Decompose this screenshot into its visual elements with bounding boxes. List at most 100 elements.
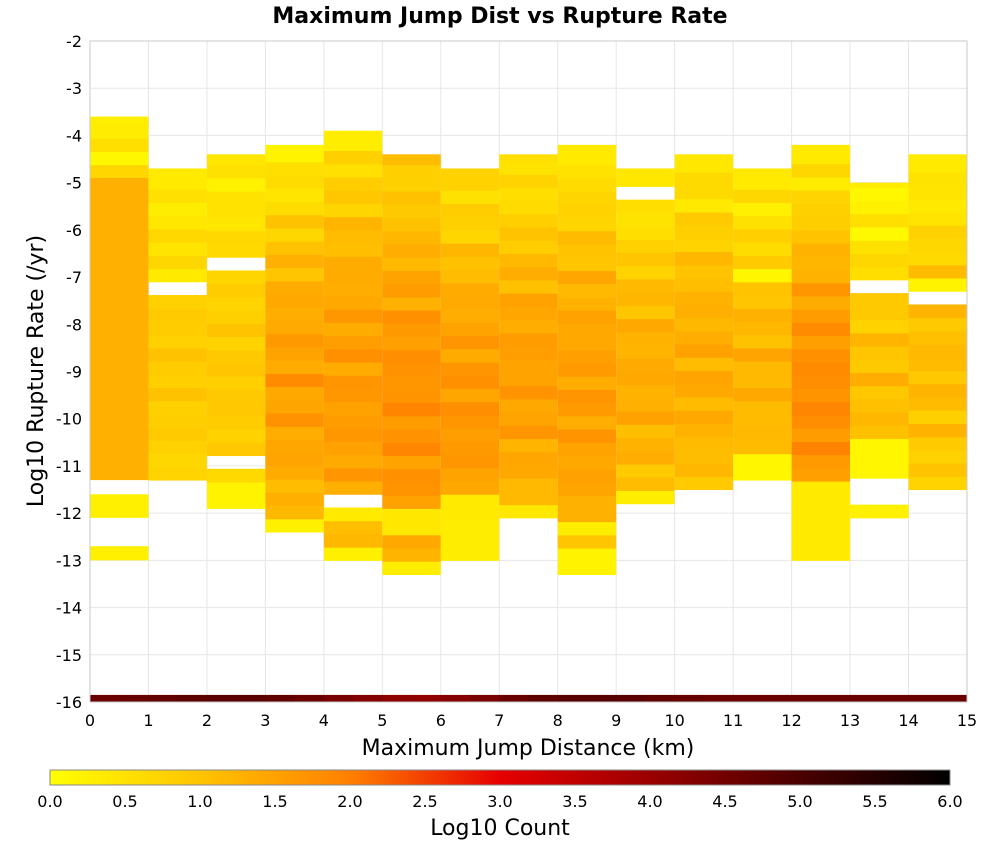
heatmap-cell	[733, 168, 792, 177]
heatmap-cell	[908, 278, 967, 292]
heatmap-cell	[791, 295, 851, 310]
x-tick-label: 3	[260, 711, 270, 730]
heatmap-cell	[908, 264, 967, 279]
heatmap-cell	[791, 428, 851, 442]
heatmap-cell	[850, 398, 909, 413]
heatmap-cell	[733, 308, 792, 322]
heatmap-cell-band	[382, 694, 413, 702]
heatmap-cell	[265, 175, 324, 189]
heatmap-cell	[440, 414, 500, 429]
heatmap-cell	[382, 455, 441, 470]
heatmap-cell	[908, 172, 967, 186]
heatmap-cell	[440, 229, 500, 244]
heatmap-cell	[850, 227, 909, 241]
heatmap-cell	[791, 150, 851, 165]
heatmap-cell	[148, 255, 207, 270]
heatmap-cell	[265, 320, 324, 335]
heatmap-cell	[382, 296, 441, 311]
heatmap-cell	[440, 190, 500, 204]
heatmap-cell	[265, 254, 324, 269]
heatmap-cell	[382, 244, 441, 258]
heatmap-cell	[499, 346, 558, 360]
heatmap-cell	[499, 266, 558, 281]
heatmap-cell	[206, 296, 266, 311]
heatmap-cell	[440, 375, 500, 389]
heatmap-cell	[616, 168, 675, 174]
heatmap-cell	[265, 280, 324, 295]
heatmap-cell	[499, 332, 558, 347]
heatmap-cell	[674, 436, 734, 451]
heatmap-cell	[382, 442, 441, 457]
y-tick-label: -7	[66, 268, 82, 287]
heatmap-cell	[440, 362, 500, 376]
heatmap-cell	[323, 348, 383, 363]
heatmap-cell	[382, 402, 441, 417]
heatmap-cell	[499, 279, 558, 294]
heatmap-cell	[850, 372, 909, 387]
heatmap-cell	[206, 389, 266, 404]
heatmap-cell	[382, 376, 441, 390]
heatmap-cell	[382, 468, 441, 483]
heatmap-cell	[557, 376, 617, 390]
heatmap-cell	[323, 137, 383, 152]
y-tick-label: -15	[56, 646, 82, 665]
heatmap-cell	[265, 426, 324, 440]
heatmap-cell	[499, 451, 558, 466]
heatmap-cell	[674, 225, 734, 239]
heatmap-cell	[440, 481, 500, 495]
heatmap-cell	[674, 357, 734, 372]
heatmap-cell	[323, 428, 383, 442]
heatmap-cell	[499, 227, 558, 241]
heatmap-cell	[499, 372, 558, 387]
heatmap-cell	[733, 228, 792, 243]
heatmap-cell	[440, 547, 500, 561]
heatmap-cell	[499, 425, 558, 440]
heatmap-cell	[499, 154, 558, 162]
heatmap-cell	[557, 191, 617, 205]
heatmap-cell	[850, 213, 909, 228]
heatmap-cell-band	[353, 694, 383, 702]
heatmap-cell	[323, 520, 383, 535]
heatmap-cell	[674, 304, 734, 319]
heatmap-cell	[908, 436, 967, 451]
x-tick-label: 15	[957, 711, 977, 730]
heatmap-cell	[499, 187, 558, 202]
heatmap-cell	[148, 413, 207, 428]
heatmap-cell	[733, 321, 792, 336]
heatmap-cell	[791, 547, 851, 561]
heatmap-cell	[323, 176, 383, 191]
heatmap-cell	[323, 481, 383, 495]
colorbar-tick-label: 5.0	[787, 792, 812, 811]
heatmap-cell	[323, 454, 383, 469]
x-tick-label: 12	[781, 711, 801, 730]
heatmap-cell	[440, 176, 500, 191]
heatmap-cell	[557, 402, 617, 417]
heatmap-cell	[616, 265, 675, 280]
heatmap-cell	[850, 187, 909, 202]
heatmap-cell	[382, 164, 441, 179]
heatmap-cell	[382, 257, 441, 271]
heatmap-cell	[148, 321, 207, 336]
heatmap-cell	[499, 385, 558, 400]
heatmap-cell	[323, 309, 383, 323]
heatmap-cell	[908, 423, 967, 438]
heatmap-cell	[557, 296, 617, 311]
heatmap-cell	[382, 217, 441, 232]
heatmap-cell	[206, 495, 266, 509]
heatmap-cell	[733, 215, 792, 230]
heatmap-cell	[499, 174, 558, 188]
heatmap-cell	[557, 429, 617, 443]
heatmap-cell	[908, 370, 967, 385]
heatmap-cell	[557, 177, 617, 192]
x-tick-label: 5	[377, 711, 387, 730]
heatmap-cell-band	[762, 694, 793, 702]
heatmap-cell-band	[616, 694, 646, 702]
heatmap-cell	[557, 244, 617, 258]
heatmap-cell	[850, 412, 909, 426]
heatmap-cell	[557, 164, 617, 179]
heatmap-cell	[908, 396, 967, 411]
heatmap-cell	[733, 400, 792, 415]
heatmap-cell	[323, 163, 383, 178]
heatmap-cell	[674, 198, 734, 213]
heatmap-cell	[499, 464, 558, 479]
